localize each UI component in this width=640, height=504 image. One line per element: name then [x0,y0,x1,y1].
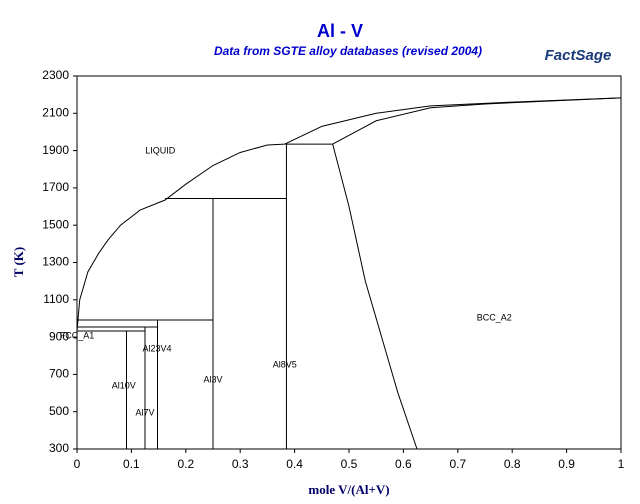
y-tick-label: 1900 [42,143,69,157]
phase-boundary [332,97,622,145]
x-tick-label: 0.5 [341,457,358,471]
x-tick-label: 0.7 [449,457,466,471]
y-tick-label: 900 [49,329,69,343]
phase-label: Al23V4 [142,343,171,353]
phase-label: Al10V [112,380,136,390]
x-tick-label: 0.4 [286,457,303,471]
logo: FactSage [545,47,612,64]
y-axis-label: T (K) [11,247,26,277]
phase-label: Al7V [135,407,154,417]
phase-label: FCC_A1 [60,330,95,340]
phase-label: Al8V5 [273,359,297,369]
y-tick-label: 2100 [42,105,69,119]
phase-boundary [284,97,622,145]
plot-frame [76,75,622,450]
y-tick-label: 1100 [43,292,69,306]
x-tick-label: 0 [74,457,81,471]
chart-subtitle: Data from SGTE alloy databases (revised … [214,44,482,58]
x-axis-label: mole V/(Al+V) [308,482,389,497]
x-tick-label: 0.8 [504,457,521,471]
y-tick-label: 700 [49,367,69,381]
x-tick-label: 0.6 [395,457,412,471]
phase-label: Al3V [203,374,222,384]
y-tick-label: 300 [49,441,69,455]
phase-label: LIQUID [145,145,176,155]
y-tick-label: 1300 [42,255,69,269]
phase-boundary [332,143,418,450]
phase-label: BCC_A2 [477,312,512,322]
y-tick-label: 2300 [42,68,69,82]
x-tick-label: 1 [618,457,625,471]
y-tick-label: 1700 [42,180,69,194]
x-tick-label: 0.3 [232,457,249,471]
y-tick-label: 1500 [42,217,69,231]
y-tick-label: 500 [49,404,69,418]
x-tick-label: 0.2 [177,457,194,471]
phase-boundary [76,143,285,331]
x-tick-label: 0.1 [123,457,140,471]
chart-title: Al - V [317,21,363,41]
x-tick-label: 0.9 [558,457,575,471]
